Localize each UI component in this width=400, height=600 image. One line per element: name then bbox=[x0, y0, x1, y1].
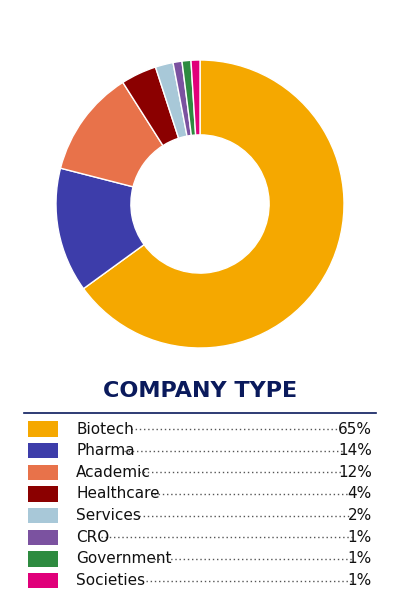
Text: Pharma: Pharma bbox=[76, 443, 135, 458]
Text: Biotech: Biotech bbox=[76, 421, 134, 437]
Wedge shape bbox=[84, 60, 344, 348]
Text: 65%: 65% bbox=[338, 421, 372, 437]
Text: Healthcare: Healthcare bbox=[76, 487, 160, 502]
Wedge shape bbox=[191, 60, 200, 135]
Bar bbox=[28, 530, 58, 545]
Text: Services: Services bbox=[76, 508, 141, 523]
Text: 4%: 4% bbox=[348, 487, 372, 502]
Text: 1%: 1% bbox=[348, 573, 372, 588]
Wedge shape bbox=[156, 62, 187, 138]
Text: Academic: Academic bbox=[76, 465, 151, 480]
Wedge shape bbox=[173, 61, 191, 136]
Bar bbox=[28, 464, 58, 480]
Bar bbox=[28, 573, 58, 589]
Bar bbox=[28, 508, 58, 523]
Text: 2%: 2% bbox=[348, 508, 372, 523]
Wedge shape bbox=[182, 60, 196, 136]
Bar bbox=[28, 443, 58, 458]
Bar bbox=[28, 551, 58, 567]
Bar bbox=[28, 486, 58, 502]
Wedge shape bbox=[123, 67, 179, 146]
Text: Societies: Societies bbox=[76, 573, 145, 588]
Text: 1%: 1% bbox=[348, 551, 372, 566]
Text: 12%: 12% bbox=[338, 465, 372, 480]
Bar bbox=[28, 421, 58, 437]
Text: COMPANY TYPE: COMPANY TYPE bbox=[103, 381, 297, 401]
Wedge shape bbox=[60, 82, 163, 187]
Text: 14%: 14% bbox=[338, 443, 372, 458]
Text: 1%: 1% bbox=[348, 530, 372, 545]
Text: CRO: CRO bbox=[76, 530, 109, 545]
Wedge shape bbox=[56, 168, 144, 289]
Text: Government: Government bbox=[76, 551, 172, 566]
